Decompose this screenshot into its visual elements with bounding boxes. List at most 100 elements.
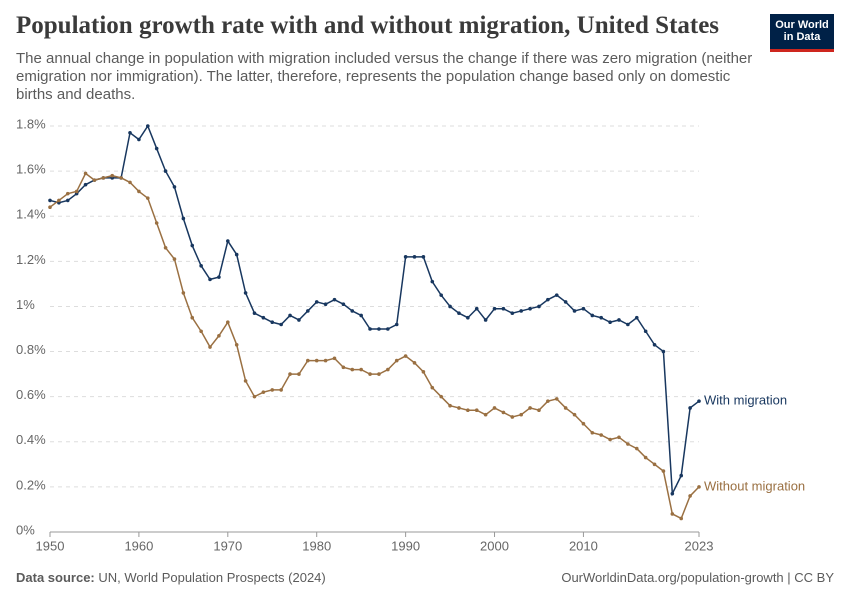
data-point [217,275,221,279]
data-point [128,130,132,135]
chart-subtitle: The annual change in population with mig… [16,50,753,103]
data-point [697,485,701,489]
data-point [350,309,355,313]
logo-line: Our World [775,19,829,31]
data-point [288,313,292,318]
data-point [297,318,301,322]
y-tick-label: 1.4% [16,207,46,222]
url[interactable]: OurWorldinData.org/population-growth | C… [561,570,834,585]
data-point [412,255,417,259]
data-point [519,412,523,417]
data-point [279,388,283,392]
data-point [234,342,239,347]
data-point [199,329,203,334]
source-text: UN, World Population Prospects (2024) [98,570,326,585]
data-point [403,354,408,358]
data-point [163,169,168,173]
data-point [288,372,292,376]
data-point [483,318,488,322]
data-point [306,358,310,363]
data-point [341,365,346,370]
data-point [386,327,390,331]
data-point [403,255,408,259]
data-point [581,306,586,311]
data-point [57,198,61,203]
data-point [119,176,123,180]
data-point [359,367,363,372]
data-point [145,196,150,200]
data-point [643,455,648,460]
data-point [154,146,159,151]
y-tick-label: 0.8% [16,342,46,357]
data-point [181,291,186,295]
series-line [49,172,700,520]
data-point [661,349,666,354]
data-point [421,255,426,259]
data-point [528,306,532,311]
data-point [457,311,461,316]
x-tick-label: 1970 [213,538,242,553]
data-point [234,252,239,257]
data-point [394,322,399,327]
y-tick-label: 1.2% [16,252,46,267]
x-tick-label: 1960 [124,538,153,553]
data-point [377,327,381,331]
data-point [466,315,470,320]
data-point [546,399,550,403]
data-point [652,462,657,467]
data-point [297,372,301,376]
data-point [261,390,266,394]
data-point [243,379,248,383]
data-point [252,394,257,399]
data-point [492,306,497,311]
data-point [279,322,283,327]
source: Data source: UN, World Population Prospe… [16,570,326,585]
data-point [626,322,630,327]
data-point [448,403,452,408]
data-point [386,367,390,372]
data-point [590,313,595,318]
data-point [83,171,88,176]
logo[interactable]: Our World in Data [770,14,834,52]
data-point [145,124,150,128]
data-point [563,300,568,304]
data-point [466,408,470,413]
data-point [652,342,657,347]
data-point [421,370,426,374]
data-point [661,469,666,473]
data-point [350,367,355,372]
data-point [679,473,684,478]
data-point [92,178,97,182]
y-tick-label: 0.2% [16,477,46,492]
data-point [306,309,310,313]
data-point [679,516,684,521]
series-label: Without migration [704,478,805,493]
logo-line: in Data [783,31,821,43]
data-point [137,189,141,194]
source-label: Data source: [16,570,95,585]
data-point [634,315,639,320]
data-point [394,358,399,363]
data-point [563,406,568,410]
data-point [439,293,443,297]
data-point [65,191,70,196]
data-point [368,327,372,331]
data-point [617,318,621,322]
data-point [226,239,230,243]
data-point [537,304,541,309]
data-point [474,408,479,413]
y-tick-label: 1.6% [16,162,46,177]
data-point [546,297,550,302]
data-point [599,433,604,437]
data-point [670,491,675,496]
data-point [332,297,337,302]
data-point [154,221,159,225]
data-point [688,494,692,498]
data-point [172,257,177,261]
data-point [670,512,675,516]
data-point [554,397,559,401]
data-point [101,176,106,180]
data-point [323,302,328,306]
data-point [226,320,230,325]
